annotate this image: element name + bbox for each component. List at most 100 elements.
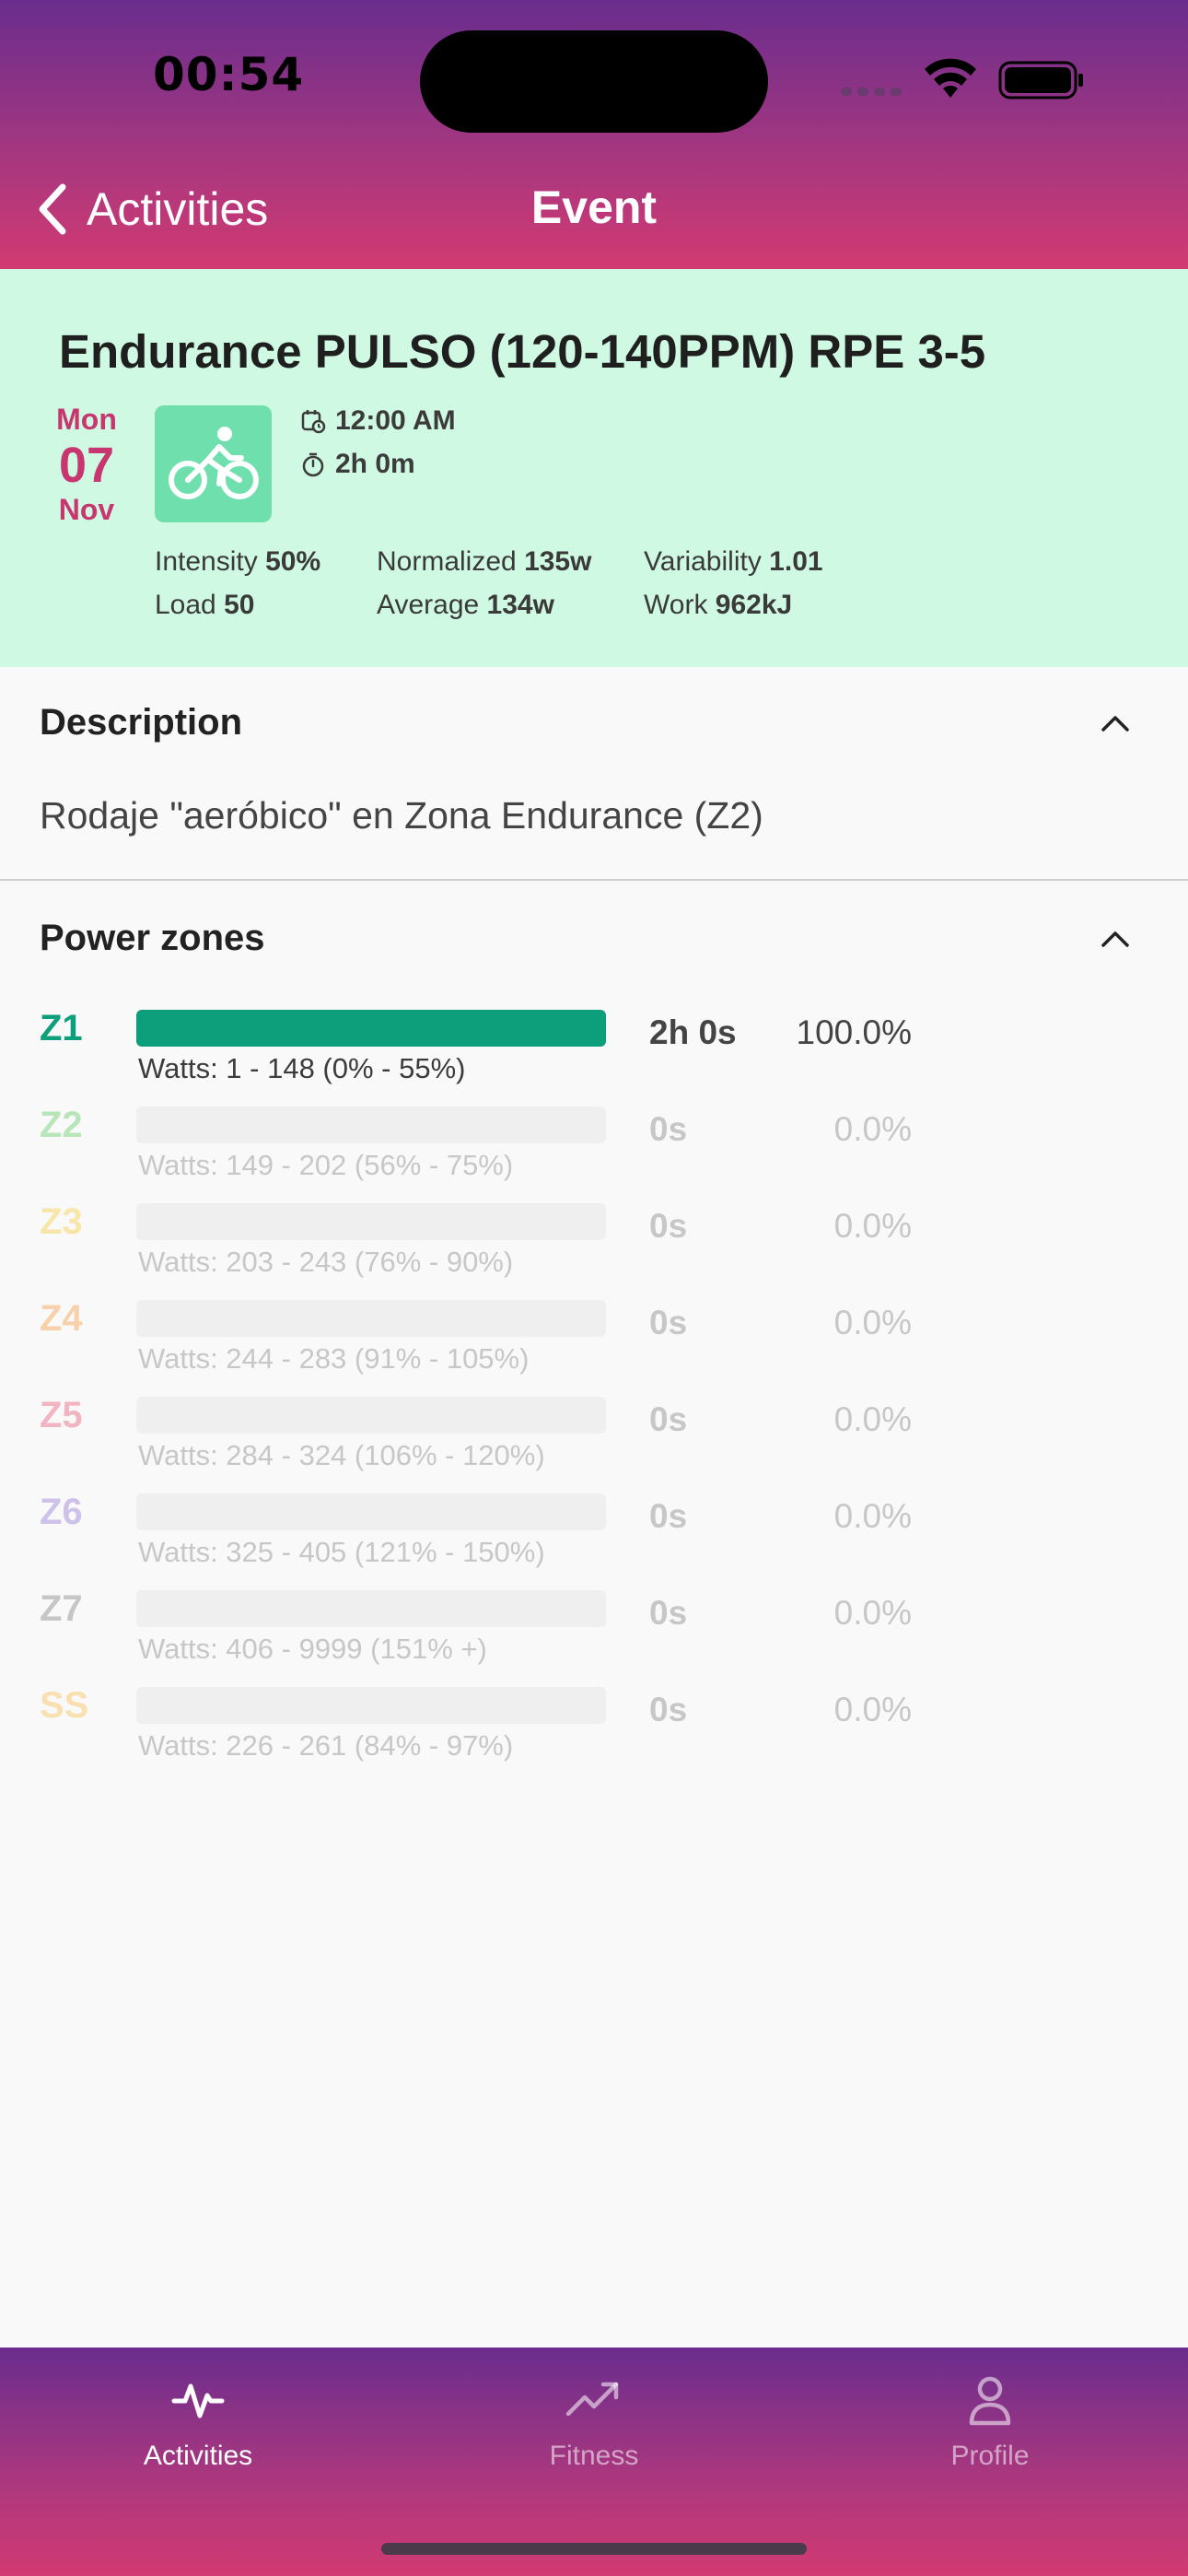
event-title: Endurance PULSO (120-140PPM) RPE 3-5	[59, 325, 986, 378]
page-title: Event	[530, 181, 658, 233]
zone-percent: 0.0%	[833, 1497, 912, 1535]
zone-progress-bar	[136, 1493, 606, 1530]
dynamic-island	[420, 30, 768, 133]
zone-time-in-zone: 0s	[649, 1110, 688, 1148]
zone-progress-bar	[136, 1590, 606, 1627]
event-summary-card: Endurance PULSO (120-140PPM) RPE 3-5 Mon…	[0, 269, 1188, 667]
zone-percent: 0.0%	[833, 1304, 912, 1341]
activity-pulse-icon	[171, 2383, 225, 2418]
zone-watts-range: Watts: 149 - 202 (56% - 75%)	[138, 1149, 514, 1181]
zone-time-in-zone: 0s	[649, 1207, 688, 1245]
event-start-time-text: 12:00 AM	[335, 405, 456, 436]
stat-average-value: 134w	[486, 590, 554, 620]
chevron-up-icon[interactable]	[1096, 925, 1135, 953]
zone-watts-range: Watts: 244 - 283 (91% - 105%)	[138, 1342, 530, 1375]
tab-profile[interactable]: Profile	[870, 2371, 1110, 2472]
stat-normalized-label: Normalized	[377, 546, 517, 577]
zone-watts-range: Watts: 325 - 405 (121% - 150%)	[138, 1536, 545, 1568]
zone-label: Z7	[40, 1588, 83, 1629]
power-zone-row: Z2 Watts: 149 - 202 (56% - 75%) 0s 0.0%	[0, 1105, 1188, 1201]
zone-label: Z6	[40, 1492, 83, 1532]
zone-progress-bar	[136, 1203, 606, 1240]
power-zone-row: SS Watts: 226 - 261 (84% - 97%) 0s 0.0%	[0, 1685, 1188, 1782]
zone-label: Z2	[40, 1105, 83, 1145]
zone-watts-range: Watts: 284 - 324 (106% - 120%)	[138, 1439, 545, 1471]
zone-percent: 0.0%	[833, 1400, 912, 1438]
wifi-icon	[925, 58, 976, 98]
zone-progress-bar	[136, 1397, 606, 1434]
battery-icon	[998, 61, 1083, 100]
zone-percent: 100.0%	[796, 1013, 913, 1051]
stat-intensity-label: Intensity	[155, 546, 258, 577]
zone-progress-bar	[136, 1107, 606, 1143]
zone-time-in-zone: 0s	[649, 1691, 688, 1728]
event-duration: 2h 0m	[300, 449, 415, 480]
tab-fitness-label: Fitness	[549, 2441, 639, 2471]
tab-profile-label: Profile	[950, 2441, 1030, 2471]
chevron-up-icon[interactable]	[1096, 709, 1135, 737]
zone-percent: 0.0%	[833, 1594, 912, 1632]
stats-column-1: Intensity 50% Load 50	[155, 540, 320, 626]
event-duration-text: 2h 0m	[335, 449, 415, 479]
zone-time-in-zone: 2h 0s	[649, 1013, 737, 1051]
zone-progress-bar	[136, 1300, 606, 1337]
stat-intensity-value: 50%	[265, 546, 321, 577]
power-zone-row: Z6 Watts: 325 - 405 (121% - 150%) 0s 0.0%	[0, 1492, 1188, 1588]
power-zone-row: Z1 Watts: 1 - 148 (0% - 55%) 2h 0s 100.0%	[0, 1008, 1188, 1105]
stat-work-value: 962kJ	[715, 590, 793, 620]
zone-percent: 0.0%	[833, 1110, 912, 1148]
zone-watts-range: Watts: 406 - 9999 (151% +)	[138, 1633, 487, 1665]
zone-label: Z3	[40, 1201, 83, 1242]
zone-time-in-zone: 0s	[649, 1497, 688, 1535]
bike-icon	[168, 426, 259, 499]
tab-activities-label: Activities	[143, 2441, 253, 2471]
stats-column-3: Variability 1.01 Work 962kJ	[644, 540, 823, 626]
stat-variability-value: 1.01	[769, 546, 823, 577]
stat-average-label: Average	[377, 590, 480, 620]
header: 00:54 Activities Event	[0, 0, 1188, 269]
stat-load-label: Load	[155, 590, 216, 620]
zone-label: Z4	[40, 1298, 83, 1339]
power-zone-row: Z3 Watts: 203 - 243 (76% - 90%) 0s 0.0%	[0, 1201, 1188, 1298]
home-indicator	[381, 2543, 807, 2555]
calendar-clock-icon	[301, 410, 326, 434]
zone-label: Z5	[40, 1395, 83, 1435]
chevron-left-icon	[39, 183, 66, 235]
zone-progress-bar	[136, 1687, 606, 1724]
description-text: Rodaje "aeróbico" en Zona Endurance (Z2)	[40, 794, 763, 837]
section-divider	[0, 879, 1188, 881]
zone-watts-range: Watts: 1 - 148 (0% - 55%)	[138, 1052, 466, 1084]
stat-variability-label: Variability	[644, 546, 762, 577]
tab-activities[interactable]: Activities	[78, 2371, 318, 2472]
event-date: Mon 07 Nov	[44, 401, 129, 526]
back-button[interactable]: Activities	[33, 175, 268, 243]
event-date-month: Nov	[58, 493, 115, 526]
power-zone-row: Z4 Watts: 244 - 283 (91% - 105%) 0s 0.0%	[0, 1298, 1188, 1395]
event-date-day: 07	[58, 438, 115, 493]
zone-time-in-zone: 0s	[649, 1400, 688, 1438]
zone-watts-range: Watts: 226 - 261 (84% - 97%)	[138, 1729, 514, 1762]
back-label: Activities	[87, 183, 269, 235]
event-date-weekday: Mon	[56, 403, 117, 436]
zone-percent: 0.0%	[833, 1691, 912, 1728]
power-zones-heading[interactable]: Power zones	[40, 918, 265, 958]
zone-percent: 0.0%	[833, 1207, 912, 1245]
power-zone-row: Z7 Watts: 406 - 9999 (151% +) 0s 0.0%	[0, 1588, 1188, 1685]
zone-label: SS	[40, 1685, 89, 1726]
zone-progress-bar	[136, 1010, 606, 1047]
tab-bar: Activities Fitness Profile	[0, 2348, 1188, 2576]
trend-up-icon	[565, 2382, 619, 2417]
tab-fitness[interactable]: Fitness	[474, 2371, 714, 2472]
person-icon	[969, 2376, 1011, 2426]
zone-time-in-zone: 0s	[649, 1304, 688, 1341]
event-start-time: 12:00 AM	[300, 405, 456, 437]
zone-watts-range: Watts: 203 - 243 (76% - 90%)	[138, 1246, 514, 1278]
description-heading[interactable]: Description	[40, 702, 243, 743]
zone-label: Z1	[40, 1008, 83, 1048]
power-zone-row: Z5 Watts: 284 - 324 (106% - 120%) 0s 0.0%	[0, 1395, 1188, 1492]
stat-normalized-value: 135w	[524, 546, 592, 577]
activity-type-badge	[155, 405, 272, 522]
stats-column-2: Normalized 135w Average 134w	[377, 540, 591, 626]
cellular-signal-icon	[841, 88, 902, 96]
zone-time-in-zone: 0s	[649, 1594, 688, 1632]
